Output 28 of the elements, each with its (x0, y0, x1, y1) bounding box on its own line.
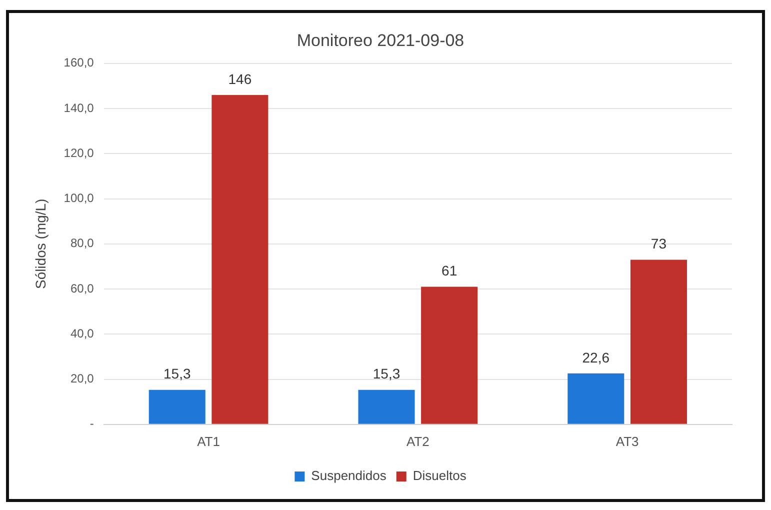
data-label: 61 (442, 262, 458, 279)
y-tick-label: 120,0 (64, 146, 94, 160)
legend-label: Disueltos (412, 468, 467, 484)
y-axis-title: Sólidos (mg/L) (32, 198, 48, 290)
bar (421, 286, 478, 424)
data-label: 146 (228, 70, 252, 87)
y-tick-label: - (90, 416, 94, 431)
data-label: 73 (650, 236, 667, 252)
y-tick-label: 100,0 (64, 191, 94, 206)
bar (630, 260, 687, 424)
y-tick-label: 40,0 (70, 326, 94, 340)
y-tick-label: 60,0 (70, 281, 94, 296)
chart-title: Monitoreo 2021-09-08 (296, 30, 464, 50)
x-tick-label: AT1 (197, 434, 220, 449)
x-tick-label: AT2 (406, 434, 430, 449)
bar (212, 94, 268, 424)
data-label: 15,3 (163, 366, 191, 382)
y-tick-label: 80,0 (70, 236, 94, 250)
y-tick-label: 20,0 (70, 372, 94, 386)
data-label: 15,3 (372, 366, 400, 382)
bar (568, 373, 624, 424)
bar (358, 390, 415, 424)
data-label: 22,6 (582, 349, 610, 366)
x-tick-label: AT3 (616, 434, 639, 449)
y-tick-label: 140,0 (64, 100, 94, 115)
legend-label: Suspendidos (311, 468, 387, 484)
bar (148, 390, 206, 424)
y-tick-label: 160,0 (64, 56, 94, 70)
